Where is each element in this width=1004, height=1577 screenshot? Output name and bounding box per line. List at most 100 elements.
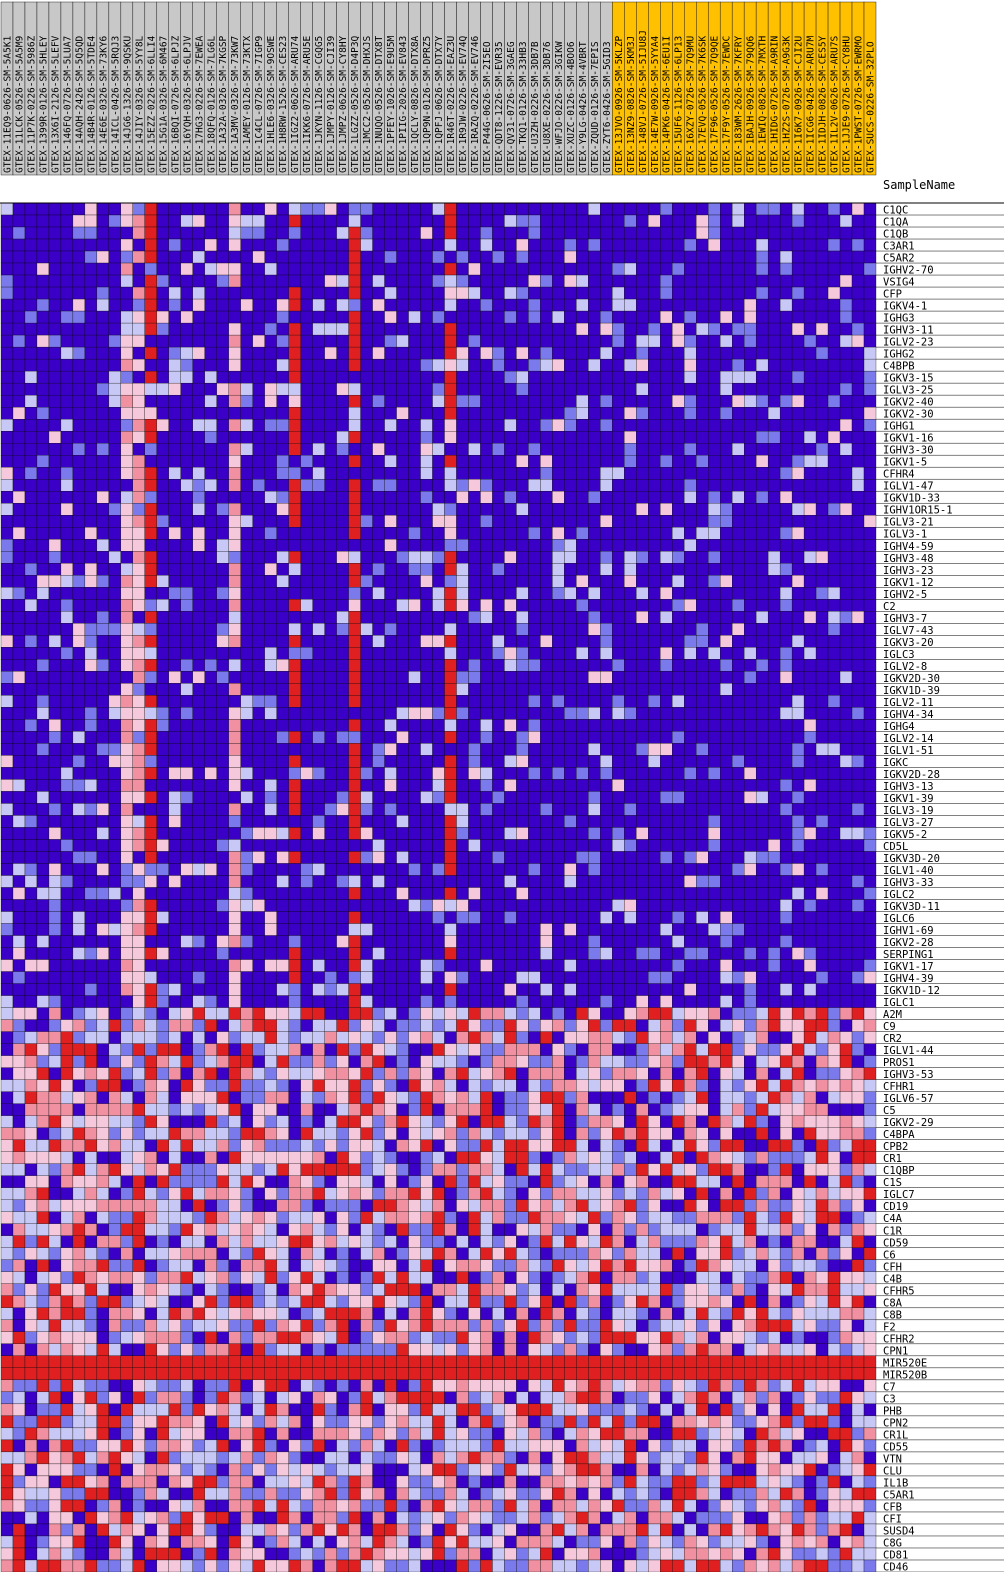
heatmap-cell (84, 394, 98, 408)
heatmap-cell (576, 827, 589, 840)
heatmap-cell (408, 743, 421, 756)
heatmap-cell (336, 479, 349, 492)
heatmap-cell (863, 887, 877, 900)
heatmap-cell (312, 515, 325, 528)
heatmap-cell (468, 298, 481, 312)
heatmap-cell (648, 707, 661, 720)
heatmap-cell (312, 527, 325, 540)
heatmap-cell (528, 683, 541, 696)
heatmap-cell (240, 202, 253, 216)
heatmap-cell (432, 971, 445, 984)
heatmap-cell (827, 683, 841, 696)
heatmap-cell (264, 334, 277, 348)
heatmap-cell (444, 431, 457, 444)
heatmap-cell (408, 671, 421, 684)
heatmap-cell (456, 382, 469, 396)
heatmap-cell (600, 527, 613, 540)
heatmap-cell (156, 659, 169, 672)
heatmap-cell (132, 899, 145, 912)
heatmap-cell (48, 935, 62, 948)
heatmap-cell (420, 707, 433, 720)
heatmap-cell (767, 226, 781, 240)
heatmap-cell (779, 238, 793, 252)
heatmap-cell (851, 647, 865, 660)
heatmap-cell (600, 262, 613, 276)
heatmap-cell (120, 839, 133, 852)
heatmap-cell (144, 262, 157, 276)
heatmap-cell (336, 983, 349, 996)
heatmap-cell (648, 515, 661, 528)
heatmap-cell (564, 719, 577, 732)
heatmap-cell (588, 839, 601, 852)
heatmap-cell (767, 202, 781, 216)
heatmap-cell (468, 683, 481, 696)
heatmap-cell (444, 695, 457, 708)
heatmap-cell (528, 839, 541, 852)
heatmap-cell (480, 274, 493, 288)
heatmap-cell (132, 719, 145, 732)
heatmap-cell (24, 611, 38, 624)
heatmap-cell (396, 334, 409, 348)
heatmap-cell (72, 779, 86, 792)
heatmap-cell (48, 899, 62, 912)
heatmap-cell (456, 767, 469, 780)
heatmap-cell (0, 539, 14, 552)
heatmap-cell (168, 827, 181, 840)
heatmap-cell (132, 947, 145, 960)
heatmap-cell (96, 695, 110, 708)
heatmap-cell (708, 286, 721, 300)
heatmap-cell (827, 671, 841, 684)
heatmap-cell (755, 803, 769, 816)
heatmap-cell (324, 394, 337, 408)
heatmap-cell (432, 322, 445, 336)
heatmap-cell (216, 322, 229, 336)
heatmap-cell (144, 238, 157, 252)
heatmap-cell (863, 575, 877, 588)
heatmap-cell (791, 659, 805, 672)
heatmap-cell (276, 815, 289, 828)
heatmap-cell (791, 923, 805, 936)
heatmap-cell (360, 659, 373, 672)
heatmap-cell (372, 839, 385, 852)
heatmap-cell (228, 791, 241, 804)
heatmap-cell (192, 599, 205, 612)
column-label: GTEX-16YQH-0326-SM-6LPJV (182, 35, 193, 173)
heatmap-cell (744, 226, 757, 240)
heatmap-cell (60, 887, 74, 900)
heatmap-cell (396, 707, 409, 720)
heatmap-cell (228, 202, 241, 216)
heatmap-cell (732, 358, 745, 372)
heatmap-cell (372, 959, 385, 972)
heatmap-cell (588, 803, 601, 816)
column-label: GTEX-17HG3-0226-SM-7EWEA (194, 35, 205, 173)
heatmap-cell (791, 202, 805, 216)
heatmap-cell (612, 226, 625, 240)
heatmap-cell (336, 743, 349, 756)
heatmap-cell (24, 827, 38, 840)
heatmap-cell (300, 707, 313, 720)
heatmap-cell (180, 503, 193, 516)
heatmap-cell (803, 250, 817, 264)
heatmap-cell (624, 298, 637, 312)
heatmap-cell (720, 743, 733, 756)
heatmap-cell (600, 707, 613, 720)
heatmap-cell (516, 599, 529, 612)
heatmap-cell (636, 382, 649, 396)
heatmap-cell (708, 274, 721, 288)
heatmap-cell (468, 382, 481, 396)
heatmap-cell (432, 623, 445, 636)
heatmap-cell (0, 503, 14, 516)
heatmap-cell (468, 695, 481, 708)
heatmap-cell (396, 382, 409, 396)
heatmap-cell (732, 791, 745, 804)
heatmap-cell (12, 202, 26, 216)
heatmap-cell (48, 202, 62, 216)
heatmap-cell (636, 779, 649, 792)
heatmap-cell (564, 298, 577, 312)
heatmap-cell (336, 214, 349, 228)
column-label: GTEX-14PK6-0426-SM-6EU1I (662, 36, 673, 173)
heatmap-cell (156, 839, 169, 852)
heatmap-cell (96, 971, 110, 984)
heatmap-cell (60, 791, 74, 804)
heatmap-cell (420, 587, 433, 600)
